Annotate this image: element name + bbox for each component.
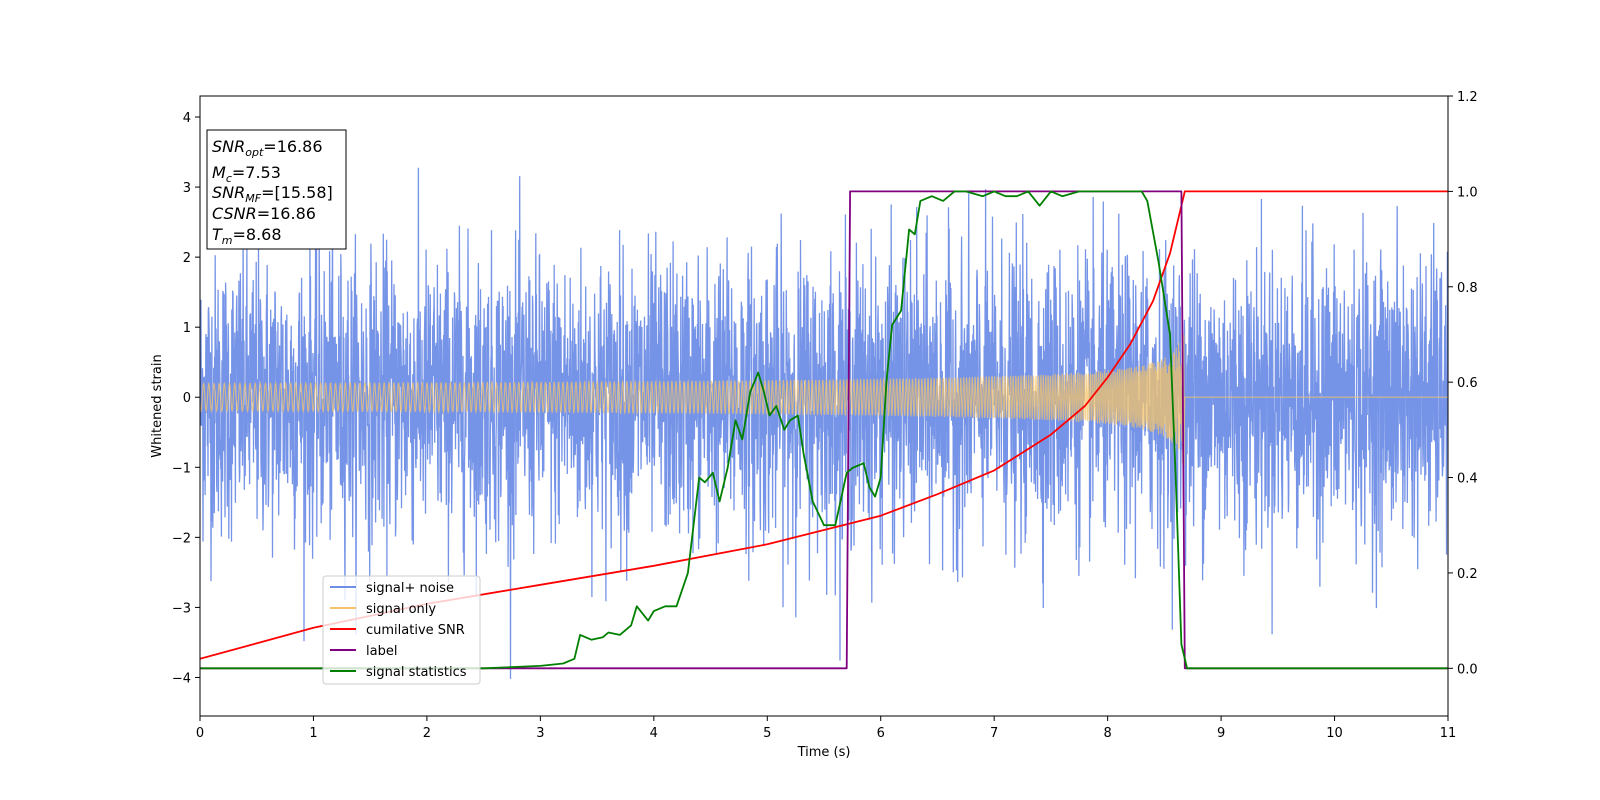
legend-item-label: label bbox=[330, 644, 397, 659]
y-axis-left: 4 3 2 1 0 −1 −2 −3 −4 bbox=[172, 111, 200, 686]
x-axis: 0 1 2 3 4 5 6 7 8 9 10 11 bbox=[196, 716, 1456, 741]
y-right-tick-label-3: 0.6 bbox=[1457, 376, 1478, 391]
legend-label-signal-noise: signal+ noise bbox=[366, 581, 454, 596]
x-tick-label-9: 9 bbox=[1217, 726, 1225, 741]
y-right-tick-label-6: 0.0 bbox=[1457, 662, 1478, 677]
y-right-tick-label-2: 0.8 bbox=[1457, 281, 1478, 296]
x-tick-label-4: 4 bbox=[650, 726, 658, 741]
series-signal-only bbox=[200, 332, 1448, 467]
legend-label-label: label bbox=[366, 644, 397, 659]
axes-frame bbox=[199, 95, 1449, 717]
x-tick-label-8: 8 bbox=[1103, 726, 1111, 741]
legend-label-signal-statistics: signal statistics bbox=[366, 665, 467, 680]
annotation-csnr: CSNR=16.86 bbox=[212, 204, 316, 223]
y-left-tick-label-2: 2 bbox=[183, 251, 191, 266]
x-axis-label: Time (s) bbox=[797, 745, 851, 760]
legend-item-cumulative-snr: cumilative SNR bbox=[330, 623, 465, 638]
legend-item-signal-statistics: signal statistics bbox=[330, 665, 467, 680]
y-right-tick-label-5: 0.2 bbox=[1457, 567, 1478, 582]
x-tick-label-2: 2 bbox=[423, 726, 431, 741]
x-tick-label-11: 11 bbox=[1440, 726, 1457, 741]
y-right-tick-label-0: 1.2 bbox=[1457, 90, 1478, 105]
annotation-tm: Tm=8.68 bbox=[212, 225, 282, 247]
x-tick-label-6: 6 bbox=[877, 726, 885, 741]
x-tick-label-1: 1 bbox=[309, 726, 317, 741]
x-tick-label-0: 0 bbox=[196, 726, 204, 741]
x-tick-label-5: 5 bbox=[763, 726, 771, 741]
series-signal-noise bbox=[200, 167, 1448, 680]
y-left-tick-label-4: 0 bbox=[183, 391, 191, 406]
y-left-tick-label-8: −4 bbox=[172, 671, 191, 686]
annotation-snr-opt: SNRopt=16.86 bbox=[212, 137, 323, 159]
y-left-tick-label-5: −1 bbox=[172, 461, 191, 476]
legend-item-signal-noise: signal+ noise bbox=[330, 581, 454, 596]
legend: signal+ noise signal only cumilative SNR… bbox=[322, 575, 481, 685]
legend-frame bbox=[322, 575, 481, 685]
plot-area bbox=[200, 167, 1448, 680]
legend-item-signal-only: signal only bbox=[330, 602, 436, 617]
y-axis-label: Whitened strain bbox=[150, 354, 165, 457]
y-left-tick-label-7: −3 bbox=[172, 601, 191, 616]
x-tick-label-10: 10 bbox=[1326, 726, 1343, 741]
y-left-tick-label-3: 1 bbox=[183, 321, 191, 336]
y-axis-right: 1.2 1.0 0.8 0.6 0.4 0.2 0.0 bbox=[1448, 90, 1478, 677]
x-tick-label-3: 3 bbox=[536, 726, 544, 741]
annotation-box: SNRopt=16.86 Mc=7.53 SNRMF=[15.58] CSNR=… bbox=[206, 129, 347, 250]
y-left-tick-label-1: 3 bbox=[183, 181, 191, 196]
series-cumilative-snr bbox=[200, 190, 1448, 660]
legend-label-cumulative-snr: cumilative SNR bbox=[366, 623, 465, 638]
series-signal-statistics bbox=[200, 190, 1448, 670]
annotation-mc: Mc=7.53 bbox=[212, 163, 281, 185]
y-right-tick-label-1: 1.0 bbox=[1457, 185, 1478, 200]
x-tick-label-7: 7 bbox=[990, 726, 998, 741]
y-right-tick-label-4: 0.4 bbox=[1457, 472, 1478, 487]
y-left-tick-label-6: −2 bbox=[172, 531, 191, 546]
y-left-tick-label-0: 4 bbox=[183, 111, 191, 126]
annotation-snr-mf: SNRMF=[15.58] bbox=[212, 183, 333, 205]
legend-label-signal-only: signal only bbox=[366, 602, 436, 617]
